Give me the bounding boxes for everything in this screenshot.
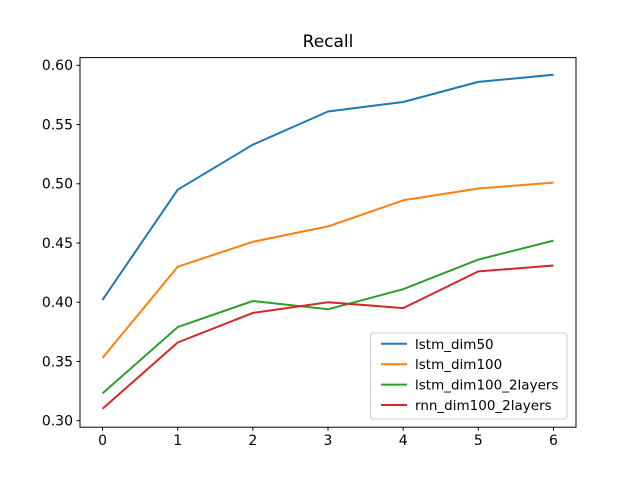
y-tick-label: 0.60 [42,58,73,74]
y-tick-label: 0.30 [42,413,73,429]
legend-label-rnn_dim100_2layers: rnn_dim100_2layers [415,398,552,414]
legend-label-lstm_dim50: lstm_dim50 [415,337,494,353]
y-tick-label: 0.35 [42,354,73,370]
series-line-lstm_dim100_2layers [101,239,554,395]
plot-area: 0.30 0.35 0.40 0.45 0.50 0.55 0.60 0 1 2 3 4 5 6 lstm_… [42,57,577,449]
legend-label-lstm_dim100: lstm_dim100 [415,357,502,373]
x-tick-label: 5 [474,433,483,449]
legend-box [370,332,568,420]
x-tick-label: 4 [399,433,408,449]
y-tick-label: 0.45 [42,236,73,252]
series-line-lstm_dim100 [101,181,554,359]
x-tick-label: 6 [549,433,558,449]
chart-title: Recall [303,32,354,52]
x-tick-label: 1 [173,433,182,449]
x-tick-label: 2 [248,433,257,449]
y-tick-label: 0.50 [42,177,73,193]
x-tick-label: 3 [324,433,333,449]
y-tick-label: 0.40 [42,295,73,311]
series-line-lstm_dim50 [101,73,554,301]
series-line-rnn_dim100_2layers [101,264,554,410]
x-tick-label: 0 [98,433,107,449]
y-tick-label: 0.55 [42,117,73,133]
legend-label-lstm_dim100_2layers: lstm_dim100_2layers [415,378,558,394]
